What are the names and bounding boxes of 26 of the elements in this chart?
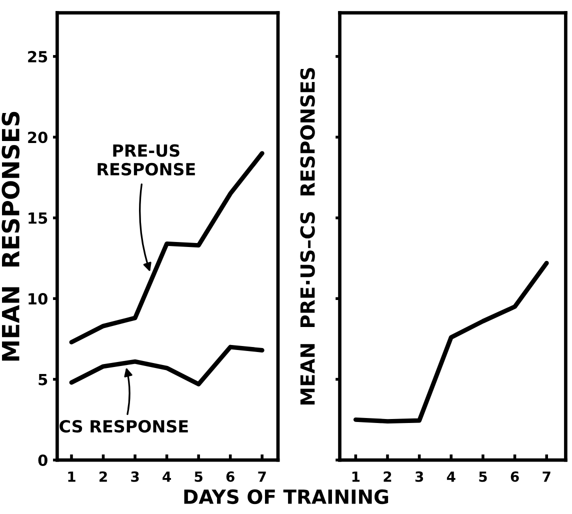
line-series [69, 344, 264, 386]
x-tick-label: 4 [446, 472, 456, 482]
x-tick-label: 5 [194, 472, 202, 482]
x-tick-label: 2 [100, 471, 107, 482]
x-tick-label: 6 [510, 471, 519, 482]
annotation: CS RESPONSE [60, 420, 188, 433]
x-tick-label: 3 [131, 471, 139, 482]
annotation: PRE-US RESPONSE [98, 144, 195, 176]
y-axis-title: MEAN PRE·US–CS RESPONSES [300, 68, 315, 404]
y-tick-label: 25 [28, 50, 48, 62]
x-tick-label: 7 [542, 472, 550, 482]
y-tick-label: 0 [38, 454, 48, 466]
x-tick-label: 4 [162, 472, 171, 482]
y-tick-label: 5 [38, 374, 48, 386]
x-tick-label: 1 [68, 472, 76, 482]
y-tick-label: 15 [28, 212, 48, 224]
x-axis-title: DAYS OF TRAINING [184, 489, 388, 504]
x-tick-label: 6 [226, 471, 234, 482]
x-tick-label: 3 [415, 471, 424, 482]
y-tick-label: 20 [28, 132, 48, 144]
x-tick-label: 2 [384, 471, 392, 482]
y-axis-title: MEAN RESPONSES [2, 112, 20, 361]
x-tick-label: 7 [258, 472, 266, 482]
x-tick-label: 1 [352, 472, 360, 482]
x-tick-label: 5 [479, 472, 487, 482]
y-tick-label: 10 [28, 293, 48, 305]
